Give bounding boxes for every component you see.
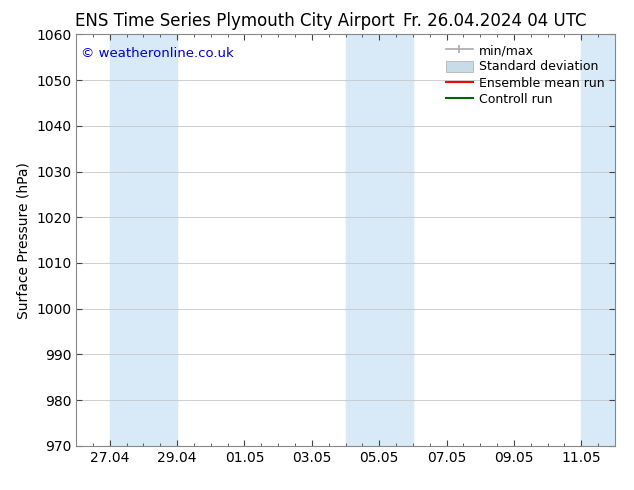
Text: © weatheronline.co.uk: © weatheronline.co.uk: [81, 47, 234, 60]
Bar: [110, 34, 177, 446]
Text: Fr. 26.04.2024 04 UTC: Fr. 26.04.2024 04 UTC: [403, 12, 586, 30]
Text: ENS Time Series Plymouth City Airport: ENS Time Series Plymouth City Airport: [75, 12, 394, 30]
Bar: [581, 34, 615, 446]
Y-axis label: Surface Pressure (hPa): Surface Pressure (hPa): [16, 162, 30, 318]
Legend: min/max, Standard deviation, Ensemble mean run, Controll run: min/max, Standard deviation, Ensemble me…: [442, 41, 609, 109]
Bar: [346, 34, 413, 446]
